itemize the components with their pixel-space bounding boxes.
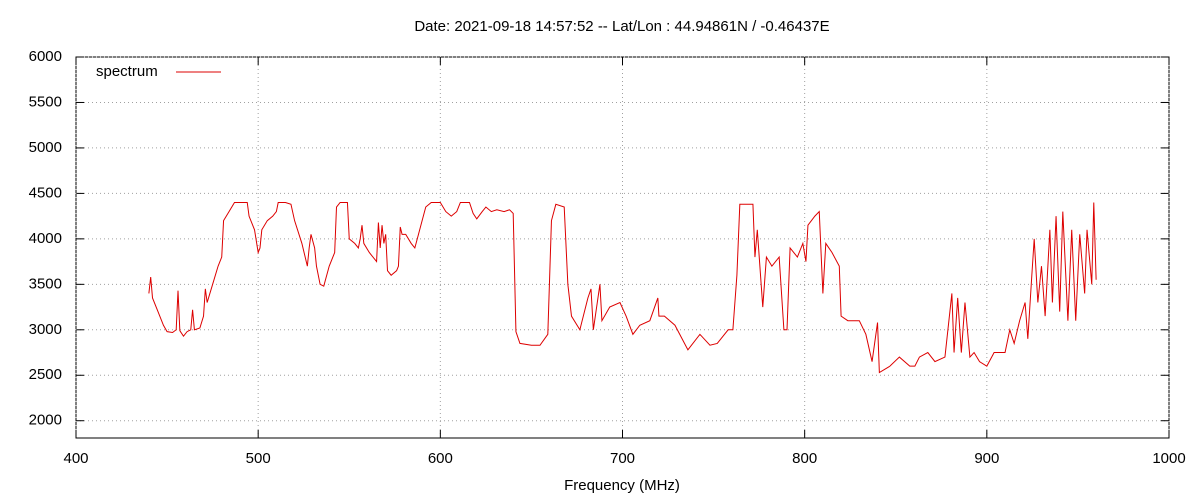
x-tick-label: 600 xyxy=(428,450,453,467)
x-tick-label: 900 xyxy=(974,450,999,467)
y-tick-label: 4500 xyxy=(29,184,62,201)
plot-frame xyxy=(75,56,1170,439)
x-axis-label: Frequency (MHz) xyxy=(564,477,680,494)
legend-label: spectrum xyxy=(96,63,158,80)
y-tick-label: 2500 xyxy=(29,366,62,383)
y-tick-label: 3500 xyxy=(29,275,62,292)
y-tick-label: 5000 xyxy=(29,139,62,156)
chart-title: Date: 2021-09-18 14:57:52 -- Lat/Lon : 4… xyxy=(414,18,829,35)
y-tick-label: 4000 xyxy=(29,230,62,247)
y-tick-label: 3000 xyxy=(29,321,62,338)
y-tick-label: 5500 xyxy=(29,93,62,110)
spectrum-line xyxy=(148,201,1097,374)
x-tick-label: 400 xyxy=(63,450,88,467)
x-tick-label: 700 xyxy=(610,450,635,467)
x-tick-label: 1000 xyxy=(1152,450,1185,467)
y-tick-label: 2000 xyxy=(29,412,62,429)
x-tick-label: 500 xyxy=(246,450,271,467)
y-tick-label: 6000 xyxy=(29,48,62,65)
x-tick-label: 800 xyxy=(792,450,817,467)
